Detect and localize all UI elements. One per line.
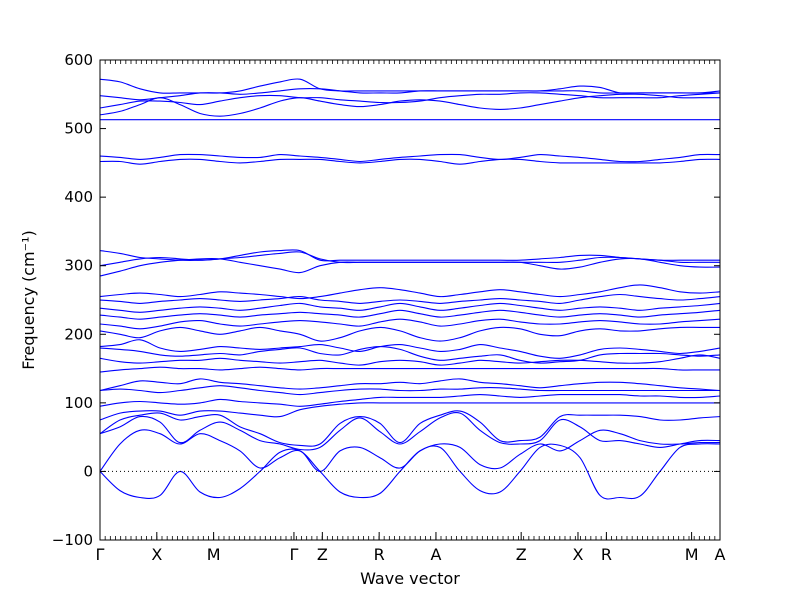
branch-line-4 bbox=[99, 410, 721, 447]
x-axis-label: Wave vector bbox=[360, 569, 460, 588]
y-tick-label: 400 bbox=[64, 188, 93, 206]
y-tick-label: 500 bbox=[64, 120, 93, 138]
branch-line-17 bbox=[99, 293, 721, 304]
x-tick-label: Z bbox=[317, 545, 328, 564]
branch-line-21 bbox=[99, 249, 720, 262]
branch-line-3 bbox=[99, 412, 721, 451]
branch-line-5 bbox=[99, 402, 721, 421]
y-tick-label: 600 bbox=[64, 51, 93, 69]
branch-line-12 bbox=[99, 339, 721, 359]
branch-line-13 bbox=[99, 326, 720, 342]
branch-line-9 bbox=[99, 366, 720, 373]
x-tick-label: Γ bbox=[96, 545, 105, 564]
x-tick-label: R bbox=[374, 545, 385, 564]
x-tick-label: R bbox=[601, 545, 612, 564]
branch-line-16 bbox=[99, 302, 721, 313]
branch-line-10 bbox=[99, 354, 721, 366]
branch-line-2 bbox=[99, 429, 721, 472]
branch-line-28 bbox=[99, 78, 721, 94]
branch-line-26 bbox=[99, 92, 721, 109]
x-tick-label: M bbox=[207, 545, 221, 564]
branch-line-6 bbox=[99, 393, 721, 407]
x-tick-label: M bbox=[685, 545, 699, 564]
series-group bbox=[99, 78, 721, 500]
y-tick-label: 100 bbox=[64, 394, 93, 412]
x-tick-label: A bbox=[715, 545, 726, 564]
branch-line-14 bbox=[99, 318, 721, 330]
branch-line-8 bbox=[99, 378, 721, 392]
branch-line-18 bbox=[99, 284, 721, 300]
y-axis-label: Frequency (cm⁻¹) bbox=[19, 230, 38, 369]
x-tick-label: X bbox=[572, 545, 583, 564]
x-tick-label: Z bbox=[516, 545, 527, 564]
branch-line-25 bbox=[99, 93, 720, 117]
x-tick-label: A bbox=[430, 545, 441, 564]
y-tick-label: 300 bbox=[64, 257, 93, 275]
branch-line-7 bbox=[99, 385, 720, 396]
branch-line-23 bbox=[99, 153, 721, 163]
y-tick-label: 200 bbox=[64, 325, 93, 343]
ticks-group bbox=[99, 59, 721, 541]
y-tick-label: −100 bbox=[52, 531, 93, 549]
branch-line-15 bbox=[99, 309, 721, 320]
y-tick-label: 0 bbox=[83, 462, 93, 480]
x-tick-label: X bbox=[151, 545, 162, 564]
branch-line-11 bbox=[99, 346, 721, 364]
x-tick-label: Γ bbox=[289, 545, 298, 564]
branch-line-22 bbox=[99, 158, 721, 165]
